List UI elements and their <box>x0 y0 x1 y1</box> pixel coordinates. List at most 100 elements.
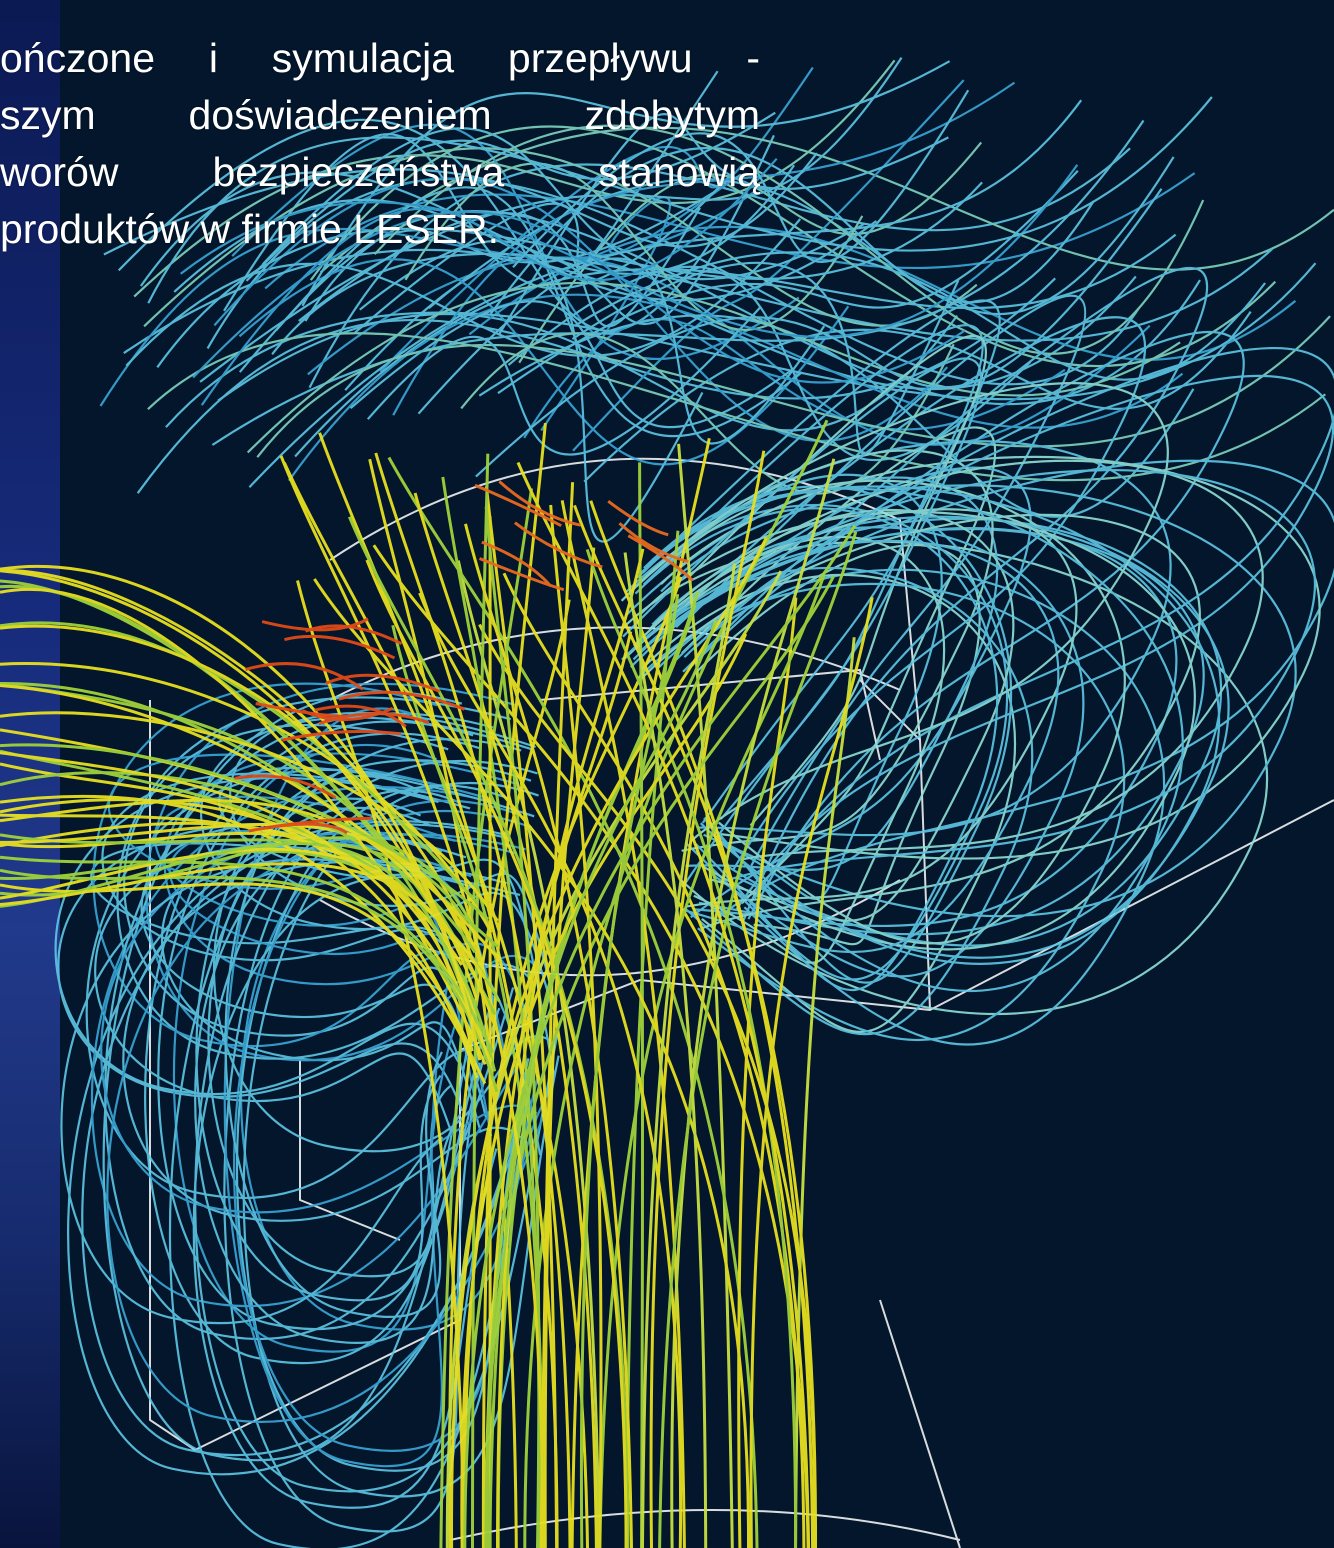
streamline <box>643 487 1184 993</box>
streamline <box>441 476 542 1548</box>
streamline-peak <box>304 624 403 646</box>
streamline <box>478 314 1195 518</box>
streamline <box>463 524 857 1548</box>
streamline <box>308 147 1131 389</box>
streamline-peak <box>234 774 337 800</box>
streamline <box>218 766 556 1077</box>
streamline <box>660 455 1321 860</box>
streamline <box>264 172 1196 290</box>
streamline <box>413 492 598 1548</box>
streamline <box>624 567 1034 1036</box>
streamline <box>0 564 482 1061</box>
streamline <box>690 294 1087 867</box>
streamline-peak <box>281 730 402 742</box>
caption-text: ończone i symulacja przepływu - szym doś… <box>0 30 760 258</box>
streamline <box>0 841 464 992</box>
streamline-peak <box>481 540 552 588</box>
streamline <box>630 382 1169 842</box>
caption-line-4: produktów w firmie LESER. <box>0 206 500 252</box>
streamline <box>0 711 499 922</box>
streamline <box>298 207 701 328</box>
streamline-peak <box>474 483 562 528</box>
streamline <box>301 60 951 307</box>
streamline <box>157 732 501 1331</box>
streamline <box>460 332 955 495</box>
streamline <box>0 798 463 966</box>
streamline <box>464 523 633 1548</box>
streamline <box>319 126 1334 274</box>
wireframe-edge <box>299 1060 401 1241</box>
streamline <box>692 544 981 946</box>
streamline <box>245 111 776 282</box>
streamline <box>516 461 811 1548</box>
streamline <box>54 777 460 1096</box>
streamline <box>348 516 630 1548</box>
caption-line-1: ończone i symulacja przepływu - <box>0 35 760 81</box>
streamline <box>512 89 970 268</box>
wireframe-edge <box>879 1299 961 1548</box>
streamline <box>579 593 680 1548</box>
streamline <box>573 504 818 1548</box>
streamline <box>223 133 734 312</box>
streamline <box>657 479 1126 945</box>
streamline <box>642 473 943 901</box>
streamline <box>737 597 798 1548</box>
streamline-peak <box>284 634 396 660</box>
streamline-peak <box>627 534 694 582</box>
streamline <box>0 743 489 921</box>
streamline <box>60 858 444 1325</box>
streamline <box>417 257 826 445</box>
streamline <box>478 623 817 1548</box>
streamline <box>502 572 806 1548</box>
streamline <box>366 305 762 456</box>
streamline <box>238 258 850 466</box>
streamline <box>621 539 1060 954</box>
streamline <box>523 318 1066 439</box>
streamline <box>682 266 1209 923</box>
streamline <box>468 225 1297 361</box>
streamline <box>392 81 1016 416</box>
streamline <box>192 210 966 384</box>
streamline-peak <box>618 522 689 564</box>
hot-streamlines <box>234 480 694 835</box>
streamline <box>640 513 1201 930</box>
streamline <box>107 753 507 1058</box>
streamline-peak <box>338 690 465 711</box>
streamline <box>418 592 683 1548</box>
warm-streamlines <box>0 419 874 1548</box>
streamline <box>598 573 826 1548</box>
streamline <box>213 759 552 1153</box>
streamline <box>165 262 1317 428</box>
streamline <box>246 281 1181 454</box>
streamline <box>670 458 836 1548</box>
streamline-peak <box>513 521 603 569</box>
streamline <box>313 578 751 1548</box>
streamline <box>749 596 874 1548</box>
streamline-peak <box>314 704 407 728</box>
streamline <box>794 637 856 1548</box>
streamline <box>624 530 680 1548</box>
streamline <box>641 563 737 1548</box>
streamline <box>675 374 1334 911</box>
streamline <box>460 633 748 1548</box>
streamline <box>143 147 978 328</box>
streamline <box>549 504 603 1548</box>
streamline <box>481 422 547 1548</box>
streamline-peak <box>255 702 348 718</box>
streamline <box>496 548 645 1548</box>
streamline-peak <box>248 822 348 835</box>
streamline <box>81 823 530 1457</box>
caption-line-3: worów bezpieczeństwa stanowią <box>0 149 760 195</box>
streamline-peak <box>498 480 581 527</box>
streamline <box>0 751 493 1063</box>
streamline-peak <box>245 662 364 691</box>
streamline <box>693 347 1334 899</box>
streamline <box>365 559 628 1548</box>
streamline <box>675 517 1223 947</box>
streamline <box>279 455 544 1548</box>
streamline <box>428 156 1175 316</box>
streamline <box>484 619 718 1548</box>
streamline <box>379 66 814 373</box>
streamline <box>0 662 493 934</box>
